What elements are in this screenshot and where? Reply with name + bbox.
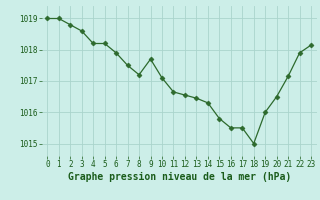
X-axis label: Graphe pression niveau de la mer (hPa): Graphe pression niveau de la mer (hPa) [68, 172, 291, 182]
